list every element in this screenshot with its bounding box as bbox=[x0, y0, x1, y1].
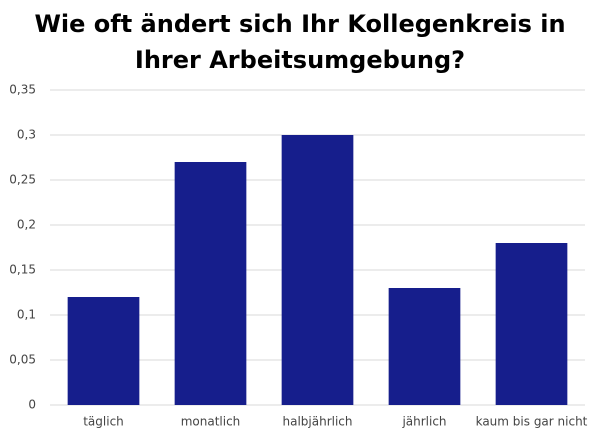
y-tick-label: 0,2 bbox=[17, 218, 36, 232]
bar bbox=[281, 135, 354, 405]
y-tick-label: 0,15 bbox=[9, 263, 36, 277]
y-tick-label: 0,35 bbox=[9, 83, 36, 97]
x-tick-label: monatlich bbox=[181, 415, 241, 429]
bar bbox=[388, 288, 461, 405]
bar bbox=[67, 297, 140, 405]
y-tick-label: 0,3 bbox=[17, 128, 36, 142]
x-tick-label: täglich bbox=[83, 415, 124, 429]
chart-title: Wie oft ändert sich Ihr Kollegenkreis in… bbox=[34, 10, 566, 74]
y-tick-label: 0,05 bbox=[9, 353, 36, 367]
y-tick-label: 0,25 bbox=[9, 173, 36, 187]
y-tick-label: 0,1 bbox=[17, 308, 36, 322]
x-tick-label: kaum bis gar nicht bbox=[476, 415, 588, 429]
x-tick-label: halbjährlich bbox=[282, 415, 352, 429]
bar bbox=[174, 162, 247, 405]
bar bbox=[495, 243, 568, 405]
x-tick-label: jährlich bbox=[401, 415, 446, 429]
y-tick-label: 0 bbox=[28, 398, 36, 412]
